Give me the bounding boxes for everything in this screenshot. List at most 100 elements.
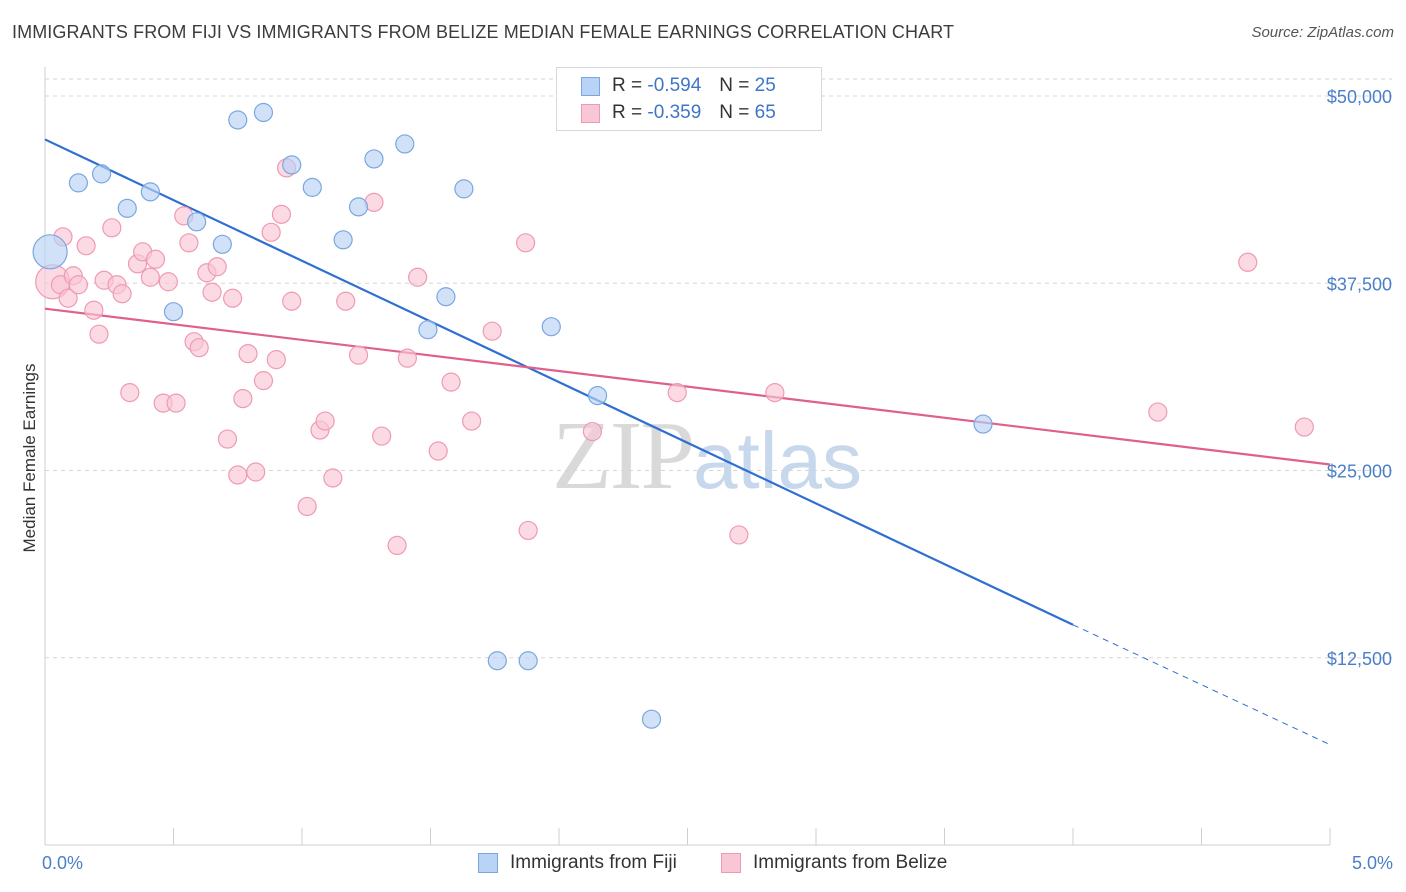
- y-tick-labels: $12,500 $25,000 $37,500 $50,000: [1327, 87, 1392, 669]
- belize-point: [667, 383, 687, 403]
- belize-trend-line: [44, 307, 1331, 466]
- belize-point: [765, 383, 785, 403]
- grid-lines: [45, 78, 1392, 659]
- belize-point: [233, 388, 253, 409]
- belize-point: [58, 288, 78, 308]
- x-tick-label-max: 5.0%: [1352, 853, 1393, 873]
- fiji-point: [302, 177, 322, 197]
- fiji-point: [973, 414, 993, 434]
- belize-point: [408, 267, 428, 287]
- belize-point: [297, 496, 317, 517]
- legend-fiji-label: Immigrants from Fiji: [510, 852, 677, 873]
- fiji-trend-extension: [1072, 624, 1331, 746]
- watermark-zip: ZIP: [552, 402, 695, 510]
- fiji-trend-line: [44, 138, 1074, 626]
- belize-point: [246, 462, 266, 482]
- belize-point: [112, 284, 132, 304]
- belize-point: [261, 222, 281, 242]
- legend-row-fiji: R = -0.594 N = 25: [581, 73, 776, 99]
- fiji-point: [212, 234, 232, 254]
- fiji-point: [587, 386, 608, 406]
- correlation-legend: R = -0.594 N = 25 R = -0.359 N = 65: [556, 67, 822, 131]
- source-note: Source: ZipAtlas.com: [1251, 24, 1394, 41]
- belize-point: [315, 411, 335, 431]
- belize-point: [145, 249, 166, 269]
- belize-point: [441, 372, 461, 392]
- watermark-atlas: atlas: [693, 416, 862, 505]
- y-tick-label: $50,000: [1327, 87, 1392, 107]
- y-axis-label: Median Female Earnings: [20, 364, 39, 553]
- data-points: [32, 102, 1314, 729]
- belize-n-label: N =: [719, 102, 750, 123]
- y-tick-label: $25,000: [1327, 462, 1392, 482]
- fiji-point: [436, 287, 456, 307]
- belize-point: [1238, 252, 1258, 272]
- fiji-point: [364, 149, 384, 169]
- fiji-point: [518, 651, 538, 671]
- fiji-point: [282, 155, 302, 175]
- x-tick-label-min: 0.0%: [42, 853, 83, 873]
- fiji-point: [117, 198, 137, 218]
- fiji-point: [140, 182, 160, 202]
- chart-title: IMMIGRANTS FROM FIJI VS IMMIGRANTS FROM …: [12, 22, 955, 42]
- belize-point: [282, 291, 302, 311]
- belize-point: [89, 324, 109, 344]
- fiji-point: [348, 197, 369, 217]
- belize-point: [84, 300, 104, 320]
- belize-point: [140, 267, 160, 287]
- belize-point: [482, 321, 502, 341]
- belize-point: [387, 535, 407, 556]
- series-legend: Immigrants from Fiji Immigrants from Bel…: [0, 852, 1406, 878]
- belize-point: [518, 520, 538, 541]
- belize-point: [217, 429, 238, 449]
- legend-row-belize: R = -0.359 N = 65: [581, 100, 776, 126]
- belize-point: [223, 288, 243, 308]
- belize-point: [271, 204, 292, 224]
- fiji-point: [187, 212, 207, 232]
- belize-point: [336, 291, 356, 311]
- fiji-point: [418, 320, 438, 340]
- fiji-point: [163, 302, 184, 322]
- axes: [44, 67, 1331, 846]
- fiji-swatch: [581, 76, 600, 96]
- belize-point: [120, 383, 140, 403]
- belize-swatch: [581, 103, 600, 123]
- fiji-point: [32, 234, 68, 270]
- belize-point: [253, 371, 274, 391]
- fiji-point: [487, 651, 507, 671]
- belize-point: [228, 465, 248, 485]
- fiji-point: [91, 164, 112, 184]
- legend-belize-label: Immigrants from Belize: [753, 852, 948, 873]
- fiji-point: [395, 134, 415, 154]
- belize-point: [397, 348, 417, 368]
- legend-fiji-swatch: [478, 853, 498, 873]
- legend-item-fiji[interactable]: Immigrants from Fiji: [478, 852, 677, 874]
- fiji-n-value: 25: [754, 75, 776, 96]
- belize-point: [166, 393, 186, 413]
- fiji-r-value: -0.594: [647, 75, 702, 96]
- fiji-point: [641, 709, 662, 729]
- belize-point: [179, 233, 199, 253]
- belize-point: [102, 218, 122, 238]
- fiji-n-label: N =: [719, 75, 750, 96]
- fiji-point: [333, 230, 353, 250]
- y-tick-label: $37,500: [1327, 274, 1392, 294]
- fiji-point: [228, 110, 248, 130]
- belize-point: [266, 350, 286, 370]
- legend-item-belize[interactable]: Immigrants from Belize: [721, 852, 947, 874]
- belize-point: [729, 525, 749, 545]
- belize-point: [76, 236, 96, 256]
- watermark: ZIPatlas: [552, 405, 862, 505]
- fiji-r-label: R =: [612, 75, 643, 96]
- fiji-point: [68, 173, 89, 193]
- belize-point: [238, 344, 258, 364]
- belize-point: [515, 233, 536, 253]
- belize-point: [348, 345, 369, 365]
- belize-point: [462, 411, 482, 431]
- belize-r-value: -0.359: [647, 102, 702, 123]
- trend-lines: [44, 138, 1331, 746]
- belize-point: [428, 441, 448, 461]
- fiji-point: [541, 317, 561, 337]
- belize-point: [158, 272, 178, 292]
